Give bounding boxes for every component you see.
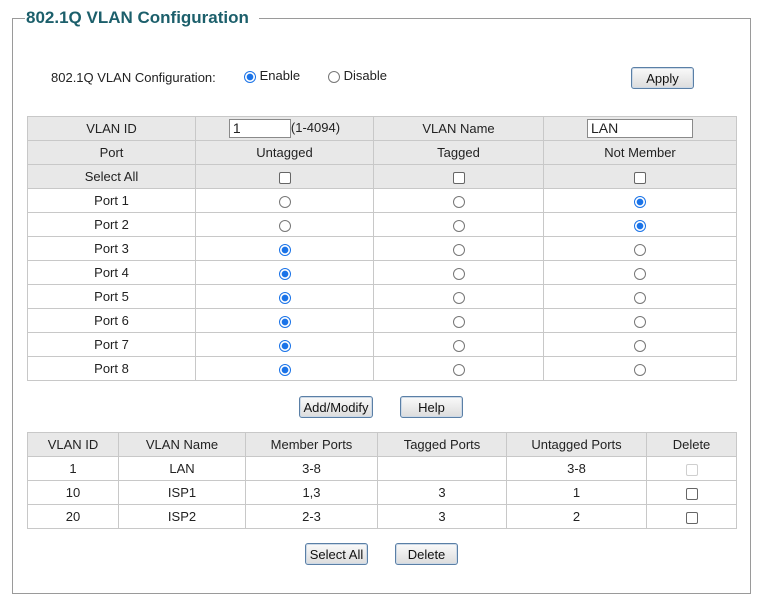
delete-checkbox[interactable] xyxy=(685,487,698,500)
port-tagged-radio[interactable] xyxy=(452,315,465,328)
port-tagged-radio[interactable] xyxy=(452,219,465,232)
port-untagged-radio[interactable] xyxy=(278,291,291,304)
vlan-row: 20 ISP2 2-3 3 2 xyxy=(27,504,737,529)
header-untagged: Untagged xyxy=(195,140,374,165)
port-name: Port 2 xyxy=(27,212,196,237)
vlan-tagged: 3 xyxy=(377,480,507,505)
port-name: Port 7 xyxy=(27,332,196,357)
port-row: Port 4 xyxy=(27,260,737,285)
vlan-name: LAN xyxy=(118,456,246,481)
vlan-id-range: (1-4094) xyxy=(290,119,341,135)
port-untagged-radio[interactable] xyxy=(278,315,291,328)
port-tagged-radio[interactable] xyxy=(452,291,465,304)
vlan-name: ISP2 xyxy=(118,504,246,529)
delete-checkbox[interactable] xyxy=(685,511,698,524)
vlan-name-input[interactable]: LAN xyxy=(587,119,693,138)
select-all-untagged-checkbox[interactable] xyxy=(278,171,291,184)
vlan-member: 3-8 xyxy=(245,456,378,481)
select-all-button[interactable]: Select All xyxy=(305,543,368,565)
enable-radio[interactable]: Enable xyxy=(244,68,300,83)
disable-label: Disable xyxy=(343,68,387,83)
port-not-member-radio[interactable] xyxy=(634,339,646,352)
select-all-not-member-checkbox[interactable] xyxy=(634,171,646,184)
col-tagged-ports: Tagged Ports xyxy=(377,432,507,457)
vlan-untagged: 2 xyxy=(506,504,647,529)
vlan-list-table: VLAN ID VLAN Name Member Ports Tagged Po… xyxy=(27,432,737,529)
port-name: Port 3 xyxy=(27,236,196,261)
col-untagged-ports: Untagged Ports xyxy=(506,432,647,457)
port-not-member-radio[interactable] xyxy=(634,315,646,328)
vlan-config-label: 802.1Q VLAN Configuration: xyxy=(51,70,216,85)
vlan-row: 1 LAN 3-8 3-8 xyxy=(27,456,737,481)
port-not-member-radio[interactable] xyxy=(634,195,646,208)
vlan-untagged: 3-8 xyxy=(506,456,647,481)
port-not-member-radio[interactable] xyxy=(634,267,646,280)
port-tagged-radio[interactable] xyxy=(452,363,465,376)
radio-icon xyxy=(328,70,340,83)
header-port: Port xyxy=(27,140,196,165)
port-tagged-radio[interactable] xyxy=(452,195,465,208)
vlan-config-fieldset xyxy=(12,18,751,594)
select-all-tagged-checkbox[interactable] xyxy=(452,171,465,184)
col-vlan-id: VLAN ID xyxy=(27,432,119,457)
radio-icon xyxy=(244,70,256,83)
port-name: Port 8 xyxy=(27,356,196,381)
vlan-row: 10 ISP1 1,3 3 1 xyxy=(27,480,737,505)
port-row: Port 1 xyxy=(27,188,737,213)
page-title: 802.1Q VLAN Configuration xyxy=(25,8,250,28)
vlan-id-input[interactable]: 1 xyxy=(228,119,291,138)
port-not-member-radio[interactable] xyxy=(634,219,646,232)
enable-label: Enable xyxy=(259,68,301,83)
vlan-name-label: VLAN Name xyxy=(373,116,544,141)
port-untagged-radio[interactable] xyxy=(278,267,291,280)
disable-radio[interactable]: Disable xyxy=(328,68,387,83)
port-name: Port 1 xyxy=(27,188,196,213)
port-untagged-radio[interactable] xyxy=(278,339,291,352)
port-row: Port 5 xyxy=(27,284,737,309)
vlan-member: 2-3 xyxy=(245,504,378,529)
header-tagged: Tagged xyxy=(373,140,544,165)
port-row: Port 8 xyxy=(27,356,737,381)
port-tagged-radio[interactable] xyxy=(452,243,465,256)
port-untagged-radio[interactable] xyxy=(278,243,291,256)
port-tagged-radio[interactable] xyxy=(452,339,465,352)
vlan-member: 1,3 xyxy=(245,480,378,505)
col-vlan-name: VLAN Name xyxy=(118,432,246,457)
port-name: Port 6 xyxy=(27,308,196,333)
vlan-tagged: 3 xyxy=(377,504,507,529)
apply-button[interactable]: Apply xyxy=(631,67,694,89)
port-row: Port 2 xyxy=(27,212,737,237)
add-modify-button[interactable]: Add/Modify xyxy=(299,396,373,418)
port-untagged-radio[interactable] xyxy=(278,219,291,232)
port-not-member-radio[interactable] xyxy=(634,243,646,256)
help-button[interactable]: Help xyxy=(400,396,463,418)
col-member-ports: Member Ports xyxy=(245,432,378,457)
vlan-name: ISP1 xyxy=(118,480,246,505)
col-delete: Delete xyxy=(646,432,737,457)
port-not-member-radio[interactable] xyxy=(634,363,646,376)
port-not-member-radio[interactable] xyxy=(634,291,646,304)
vlan-id: 10 xyxy=(27,480,119,505)
port-row: Port 6 xyxy=(27,308,737,333)
port-untagged-radio[interactable] xyxy=(278,363,291,376)
vlan-untagged: 1 xyxy=(506,480,647,505)
header-not-member: Not Member xyxy=(543,140,737,165)
vlan-id: 1 xyxy=(27,456,119,481)
port-row: Port 3 xyxy=(27,236,737,261)
delete-button[interactable]: Delete xyxy=(395,543,458,565)
vlan-id-label: VLAN ID xyxy=(27,116,196,141)
port-name: Port 5 xyxy=(27,284,196,309)
vlan-form-table: VLAN ID 1 (1-4094) VLAN Name LAN Port Unt… xyxy=(27,116,737,381)
port-name: Port 4 xyxy=(27,260,196,285)
vlan-tagged xyxy=(377,456,507,481)
vlan-id: 20 xyxy=(27,504,119,529)
port-untagged-radio[interactable] xyxy=(278,195,291,208)
select-all-label: Select All xyxy=(27,164,196,189)
port-tagged-radio[interactable] xyxy=(452,267,465,280)
delete-checkbox xyxy=(685,463,698,476)
port-row: Port 7 xyxy=(27,332,737,357)
